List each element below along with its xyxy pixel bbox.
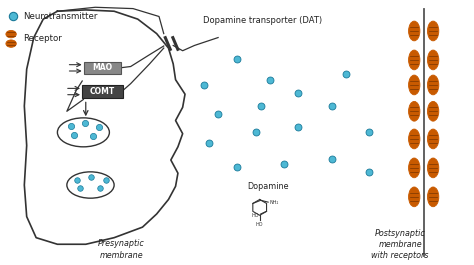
Text: COMT: COMT [90, 87, 115, 96]
Text: Receptor: Receptor [23, 34, 62, 43]
Ellipse shape [409, 75, 420, 95]
FancyBboxPatch shape [82, 86, 123, 98]
Ellipse shape [428, 50, 439, 70]
Ellipse shape [409, 21, 420, 41]
Ellipse shape [428, 21, 439, 41]
Text: HO: HO [252, 213, 259, 218]
Text: Presynaptic
membrane: Presynaptic membrane [98, 240, 145, 260]
Text: HO: HO [256, 222, 264, 227]
Ellipse shape [6, 40, 16, 47]
Text: Dopamine: Dopamine [247, 182, 289, 191]
Ellipse shape [409, 187, 420, 207]
Text: Dopamine transporter (DAT): Dopamine transporter (DAT) [203, 16, 322, 25]
Ellipse shape [409, 50, 420, 70]
Ellipse shape [428, 101, 439, 121]
Ellipse shape [428, 187, 439, 207]
FancyBboxPatch shape [83, 62, 121, 74]
Ellipse shape [428, 75, 439, 95]
Text: MAO: MAO [92, 63, 112, 72]
Text: Postsynaptic
membrane
with receptors: Postsynaptic membrane with receptors [371, 229, 429, 260]
Ellipse shape [409, 129, 420, 149]
Ellipse shape [409, 158, 420, 178]
Text: NH₂: NH₂ [270, 200, 279, 205]
Ellipse shape [409, 101, 420, 121]
Text: Neurotransmitter: Neurotransmitter [23, 12, 98, 21]
Ellipse shape [428, 158, 439, 178]
Ellipse shape [6, 30, 16, 38]
Ellipse shape [428, 129, 439, 149]
